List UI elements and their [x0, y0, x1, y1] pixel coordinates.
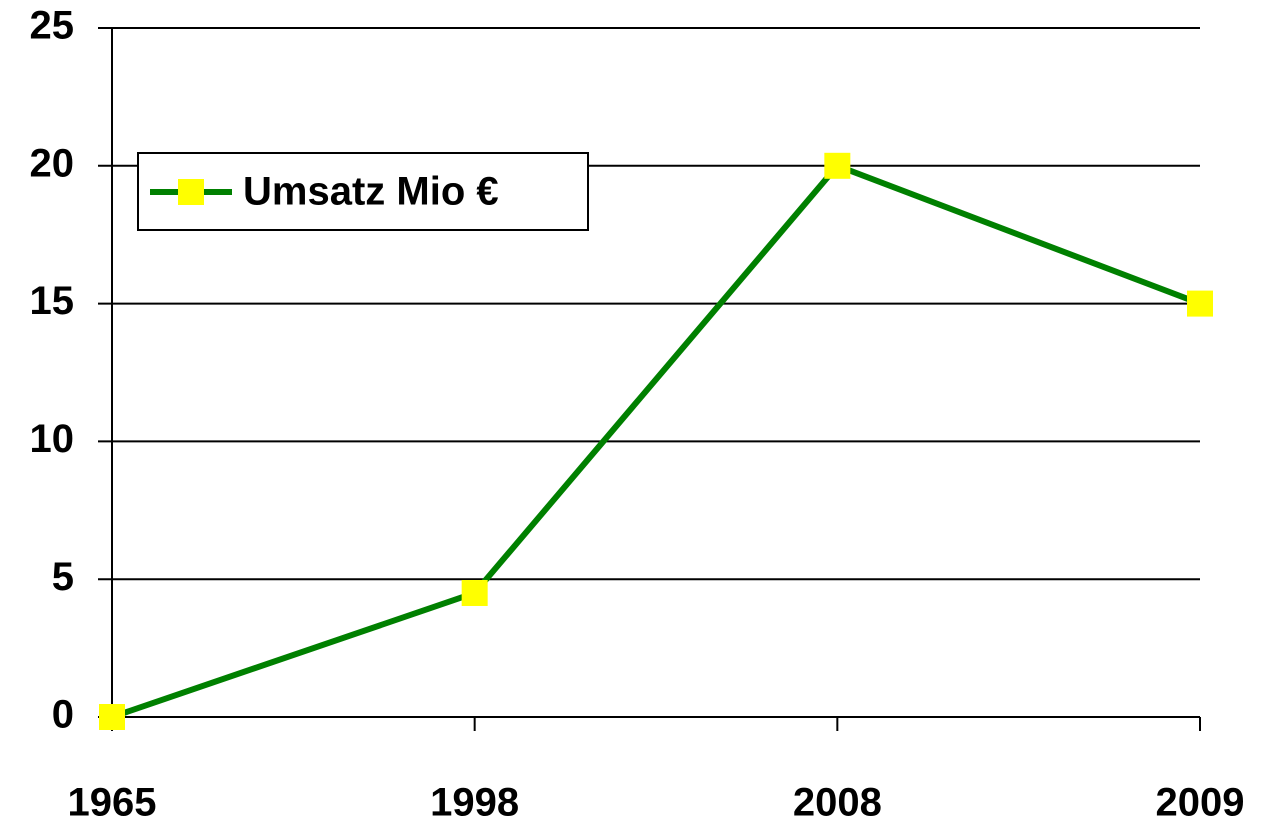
x-tick-label: 1965	[68, 781, 157, 825]
x-tick-label: 1998	[430, 781, 519, 825]
y-tick-label: 15	[30, 279, 75, 323]
x-tick-label: 2009	[1156, 781, 1245, 825]
y-tick-label: 0	[52, 693, 74, 737]
y-tick-label: 10	[30, 417, 75, 461]
x-tick-label: 2008	[793, 781, 882, 825]
y-tick-label: 25	[30, 4, 75, 48]
y-tick-label: 20	[30, 141, 75, 185]
marker	[1187, 290, 1213, 317]
y-tick-label: 5	[52, 555, 74, 599]
marker	[99, 704, 125, 730]
marker	[461, 579, 488, 606]
marker	[824, 152, 851, 179]
legend-marker	[178, 179, 204, 205]
line	[111, 162, 1202, 720]
legend-label: Umsatz Mio €	[243, 170, 499, 214]
